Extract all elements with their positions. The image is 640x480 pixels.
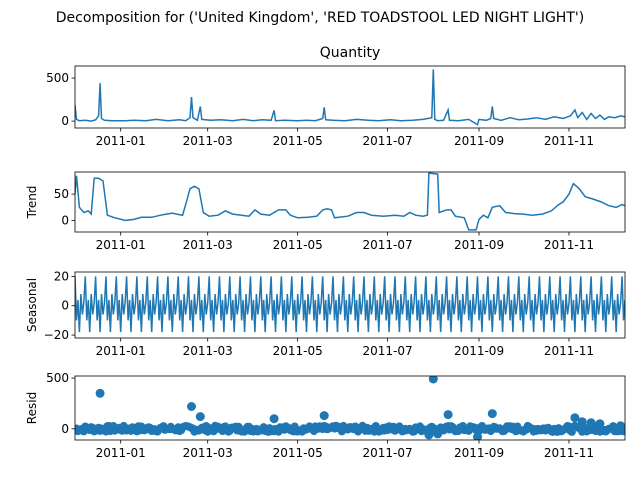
quantity-plot-area xyxy=(75,69,625,126)
resid-outlier-point xyxy=(433,429,443,439)
quantity-x-tick-label: 2011-09 xyxy=(454,134,504,148)
resid-plot-area xyxy=(75,376,625,440)
resid-outlier-point xyxy=(424,430,434,440)
seasonal-panel: 2011-01 2011-03 2011-05 2011-07 2011-09 2011-… xyxy=(25,269,626,358)
seasonal-x-tick-label: 2011-05 xyxy=(273,344,323,358)
seasonal-x-tick-label: 2011-11 xyxy=(544,344,594,358)
trend-y-tick-label: 50 xyxy=(54,187,69,201)
trend-series-line xyxy=(75,172,625,231)
trend-x-tick-label: 2011-09 xyxy=(454,238,504,252)
resid-outlier-point xyxy=(616,421,625,431)
resid-outlier-point xyxy=(577,417,587,427)
quantity-series-line xyxy=(75,69,625,126)
seasonal-y-axis-label: Seasonal xyxy=(25,278,39,332)
quantity-panel: 2011-01 2011-03 2011-05 2011-07 2011-09 2011-… xyxy=(46,45,626,148)
trend-x-tick-label: 2011-05 xyxy=(273,238,323,252)
quantity-x-tick-label: 2011-05 xyxy=(273,134,323,148)
trend-x-tick-label: 2011-07 xyxy=(363,238,413,252)
quantity-x-tick-label: 2011-07 xyxy=(363,134,413,148)
resid-outlier-point xyxy=(195,412,205,422)
resid-x-tick-label: 2011-11 xyxy=(544,446,594,460)
resid-outlier-point xyxy=(428,376,438,384)
quantity-y-tick-label: 0 xyxy=(61,114,69,128)
resid-axes-frame xyxy=(74,375,626,441)
seasonal-y-tick-label: −20 xyxy=(44,328,69,342)
trend-plot-area xyxy=(75,172,625,231)
resid-outlier-point xyxy=(487,409,497,419)
resid-x-tick-label: 2011-05 xyxy=(273,446,323,460)
resid-outlier-point xyxy=(95,388,105,398)
quantity-y-tick-label: 500 xyxy=(46,71,69,85)
resid-outlier-point xyxy=(319,411,329,421)
resid-outlier-point xyxy=(269,414,279,424)
trend-x-tick-label: 2011-11 xyxy=(544,238,594,252)
resid-panel: 2011-01 2011-03 2011-05 2011-07 2011-09 2011-… xyxy=(25,371,626,460)
quantity-x-tick-label: 2011-11 xyxy=(544,134,594,148)
trend-y-axis-label: Trend xyxy=(25,186,39,220)
resid-x-tick-label: 2011-01 xyxy=(96,446,146,460)
quantity-title: Quantity xyxy=(320,45,381,61)
trend-axes-frame xyxy=(74,171,626,233)
trend-panel: 2011-01 2011-03 2011-05 2011-07 2011-09 2011-… xyxy=(25,171,626,252)
resid-outlier-point xyxy=(187,402,196,411)
resid-y-axis-label: Resid xyxy=(25,392,39,424)
resid-outlier-point xyxy=(473,432,482,440)
resid-x-tick-label: 2011-03 xyxy=(183,446,233,460)
seasonal-x-tick-label: 2011-03 xyxy=(183,344,233,358)
seasonal-plot-area xyxy=(75,276,625,333)
resid-outlier-point xyxy=(443,410,453,420)
resid-outlier-point xyxy=(595,419,605,429)
seasonal-axes-frame xyxy=(74,271,626,339)
seasonal-x-tick-label: 2011-01 xyxy=(96,344,146,358)
trend-x-tick-label: 2011-03 xyxy=(183,238,233,252)
quantity-x-tick-label: 2011-01 xyxy=(96,134,146,148)
trend-x-tick-label: 2011-01 xyxy=(96,238,146,252)
resid-y-tick-label: 500 xyxy=(46,371,69,385)
resid-y-tick-label: 0 xyxy=(61,422,69,436)
seasonal-y-tick-label: 20 xyxy=(54,269,69,283)
resid-outlier-point xyxy=(570,413,580,423)
seasonal-x-tick-label: 2011-09 xyxy=(454,344,504,358)
trend-y-tick-label: 0 xyxy=(61,213,69,227)
seasonal-series-line xyxy=(75,276,625,333)
resid-x-tick-label: 2011-09 xyxy=(454,446,504,460)
seasonal-x-tick-label: 2011-07 xyxy=(363,344,413,358)
quantity-axes-frame xyxy=(74,65,626,129)
seasonal-y-tick-label: 0 xyxy=(61,299,69,313)
resid-x-tick-label: 2011-07 xyxy=(363,446,413,460)
quantity-x-tick-label: 2011-03 xyxy=(183,134,233,148)
resid-outlier-point xyxy=(586,418,596,428)
figure-suptitle: Decomposition for ('United Kingdom', 'RE… xyxy=(56,10,584,26)
